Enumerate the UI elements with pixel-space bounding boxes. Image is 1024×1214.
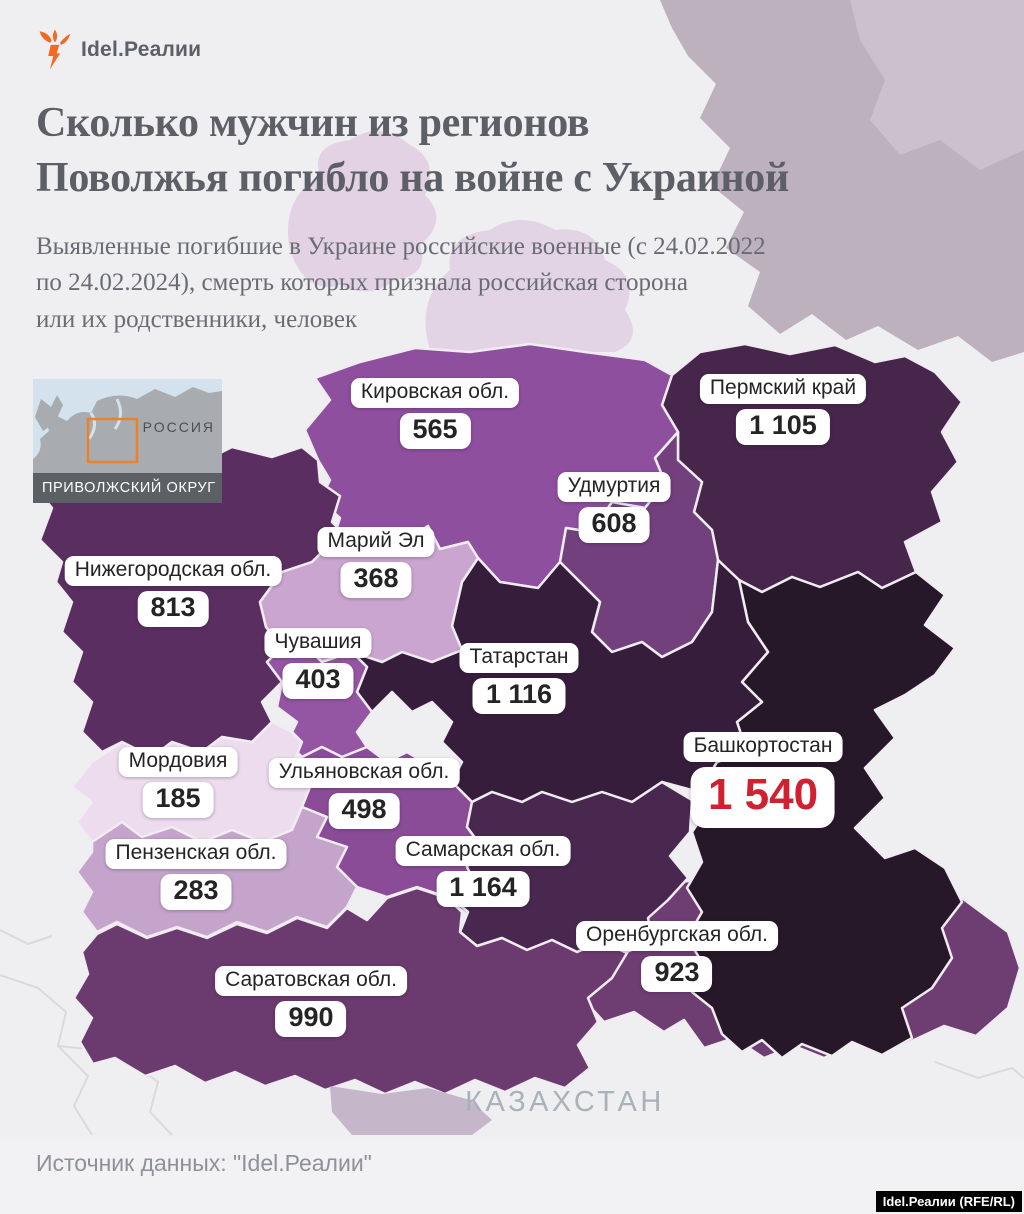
brand-logo: Idel.Реалии xyxy=(38,28,201,72)
inset-caption: ПРИВОЛЖСКИЙ ОКРУГ xyxy=(33,473,222,503)
subtitle-line-3: или их родственники, человек xyxy=(36,305,358,333)
label-samarskaya: Самарская обл. 1 164 xyxy=(395,836,571,907)
region-name: Ульяновская обл. xyxy=(268,758,460,788)
region-value: 498 xyxy=(328,793,400,829)
credit-badge: Idel.Реалии (RFE/RL) xyxy=(875,1191,1022,1212)
locator-inset-map: РОССИЯ ПРИВОЛЖСКИЙ ОКРУГ xyxy=(33,379,222,503)
label-penzenskaya: Пензенская обл. 283 xyxy=(105,839,287,910)
region-name: Самарская обл. xyxy=(395,836,571,866)
title-line-2: Поволжья погибло на войне с Украиной xyxy=(36,154,789,201)
faded-south-region xyxy=(330,1086,492,1135)
region-value: 1 105 xyxy=(736,409,830,445)
inset-highlight-rectangle xyxy=(86,417,139,464)
torch-icon xyxy=(39,29,71,70)
region-value: 1 164 xyxy=(436,871,530,907)
region-value: 565 xyxy=(399,413,471,449)
data-source-note: Источник данных: "Idel.Реалии" xyxy=(36,1150,372,1176)
region-value: 923 xyxy=(641,956,713,992)
label-orenburgskaya: Оренбургская обл. 923 xyxy=(576,921,778,992)
footer-strip xyxy=(0,1140,1024,1214)
inset-country-label: РОССИЯ xyxy=(142,419,215,435)
inset-map-canvas: РОССИЯ xyxy=(33,379,222,473)
label-tatarstan: Татарстан 1 116 xyxy=(459,643,579,714)
region-name: Татарстан xyxy=(459,643,579,673)
subtitle-line-2: по 24.02.2024), смерть которых признала … xyxy=(36,269,689,297)
region-name: Марий Эл xyxy=(317,527,435,557)
region-name: Мордовия xyxy=(118,747,238,777)
label-kirovskaya: Кировская обл. 565 xyxy=(350,378,520,449)
faded-background-silhouettes xyxy=(288,0,1024,362)
label-nizhegorodskaya: Нижегородская обл. 813 xyxy=(64,556,282,627)
inset-map-drawing xyxy=(33,387,222,473)
region-value: 368 xyxy=(340,562,412,598)
label-udmurtia: Удмуртия 608 xyxy=(557,472,671,543)
kazakhstan-label: КАЗАХСТАН xyxy=(465,1086,665,1118)
label-saratovskaya: Саратовская обл. 990 xyxy=(215,966,407,1037)
subtitle-line-1: Выявленные погибшие в Украине российские… xyxy=(36,233,766,260)
title-line-1: Сколько мужчин из регионов xyxy=(36,100,590,146)
region-name: Пензенская обл. xyxy=(105,839,287,869)
label-mariy-el: Марий Эл 368 xyxy=(317,527,435,598)
region-name: Саратовская обл. xyxy=(215,966,407,996)
region-value: 813 xyxy=(137,591,209,627)
page-subtitle: Выявленные погибшие в Украине российские… xyxy=(36,229,766,338)
region-name: Пермский край xyxy=(699,374,867,404)
brand-name: Idel.Реалии xyxy=(81,38,202,61)
label-bashkortostan: Башкортостан 1 540 xyxy=(683,732,843,828)
label-chuvashia: Чувашия 403 xyxy=(264,628,372,699)
region-value: 990 xyxy=(275,1001,347,1037)
region-value: 283 xyxy=(160,874,232,910)
region-value: 403 xyxy=(282,663,354,699)
label-permskiy: Пермский край 1 105 xyxy=(699,374,867,445)
region-name: Нижегородская обл. xyxy=(64,556,282,586)
region-value: 608 xyxy=(578,507,650,543)
page-title: Сколько мужчин из регионов Поволжья поги… xyxy=(36,96,789,205)
label-ulyanovskaya: Ульяновская обл. 498 xyxy=(268,758,460,829)
region-value: 1 116 xyxy=(472,678,566,714)
label-mordovia: Мордовия 185 xyxy=(118,747,238,818)
region-name: Башкортостан xyxy=(683,732,843,762)
region-name: Удмуртия xyxy=(557,472,671,502)
region-value: 185 xyxy=(142,782,214,818)
region-name: Оренбургская обл. xyxy=(576,921,778,951)
neighbor-boundary-lines xyxy=(0,929,1024,1136)
region-name: Чувашия xyxy=(264,628,372,658)
region-name: Кировская обл. xyxy=(350,378,520,408)
region-value-highlighted: 1 540 xyxy=(690,767,836,828)
